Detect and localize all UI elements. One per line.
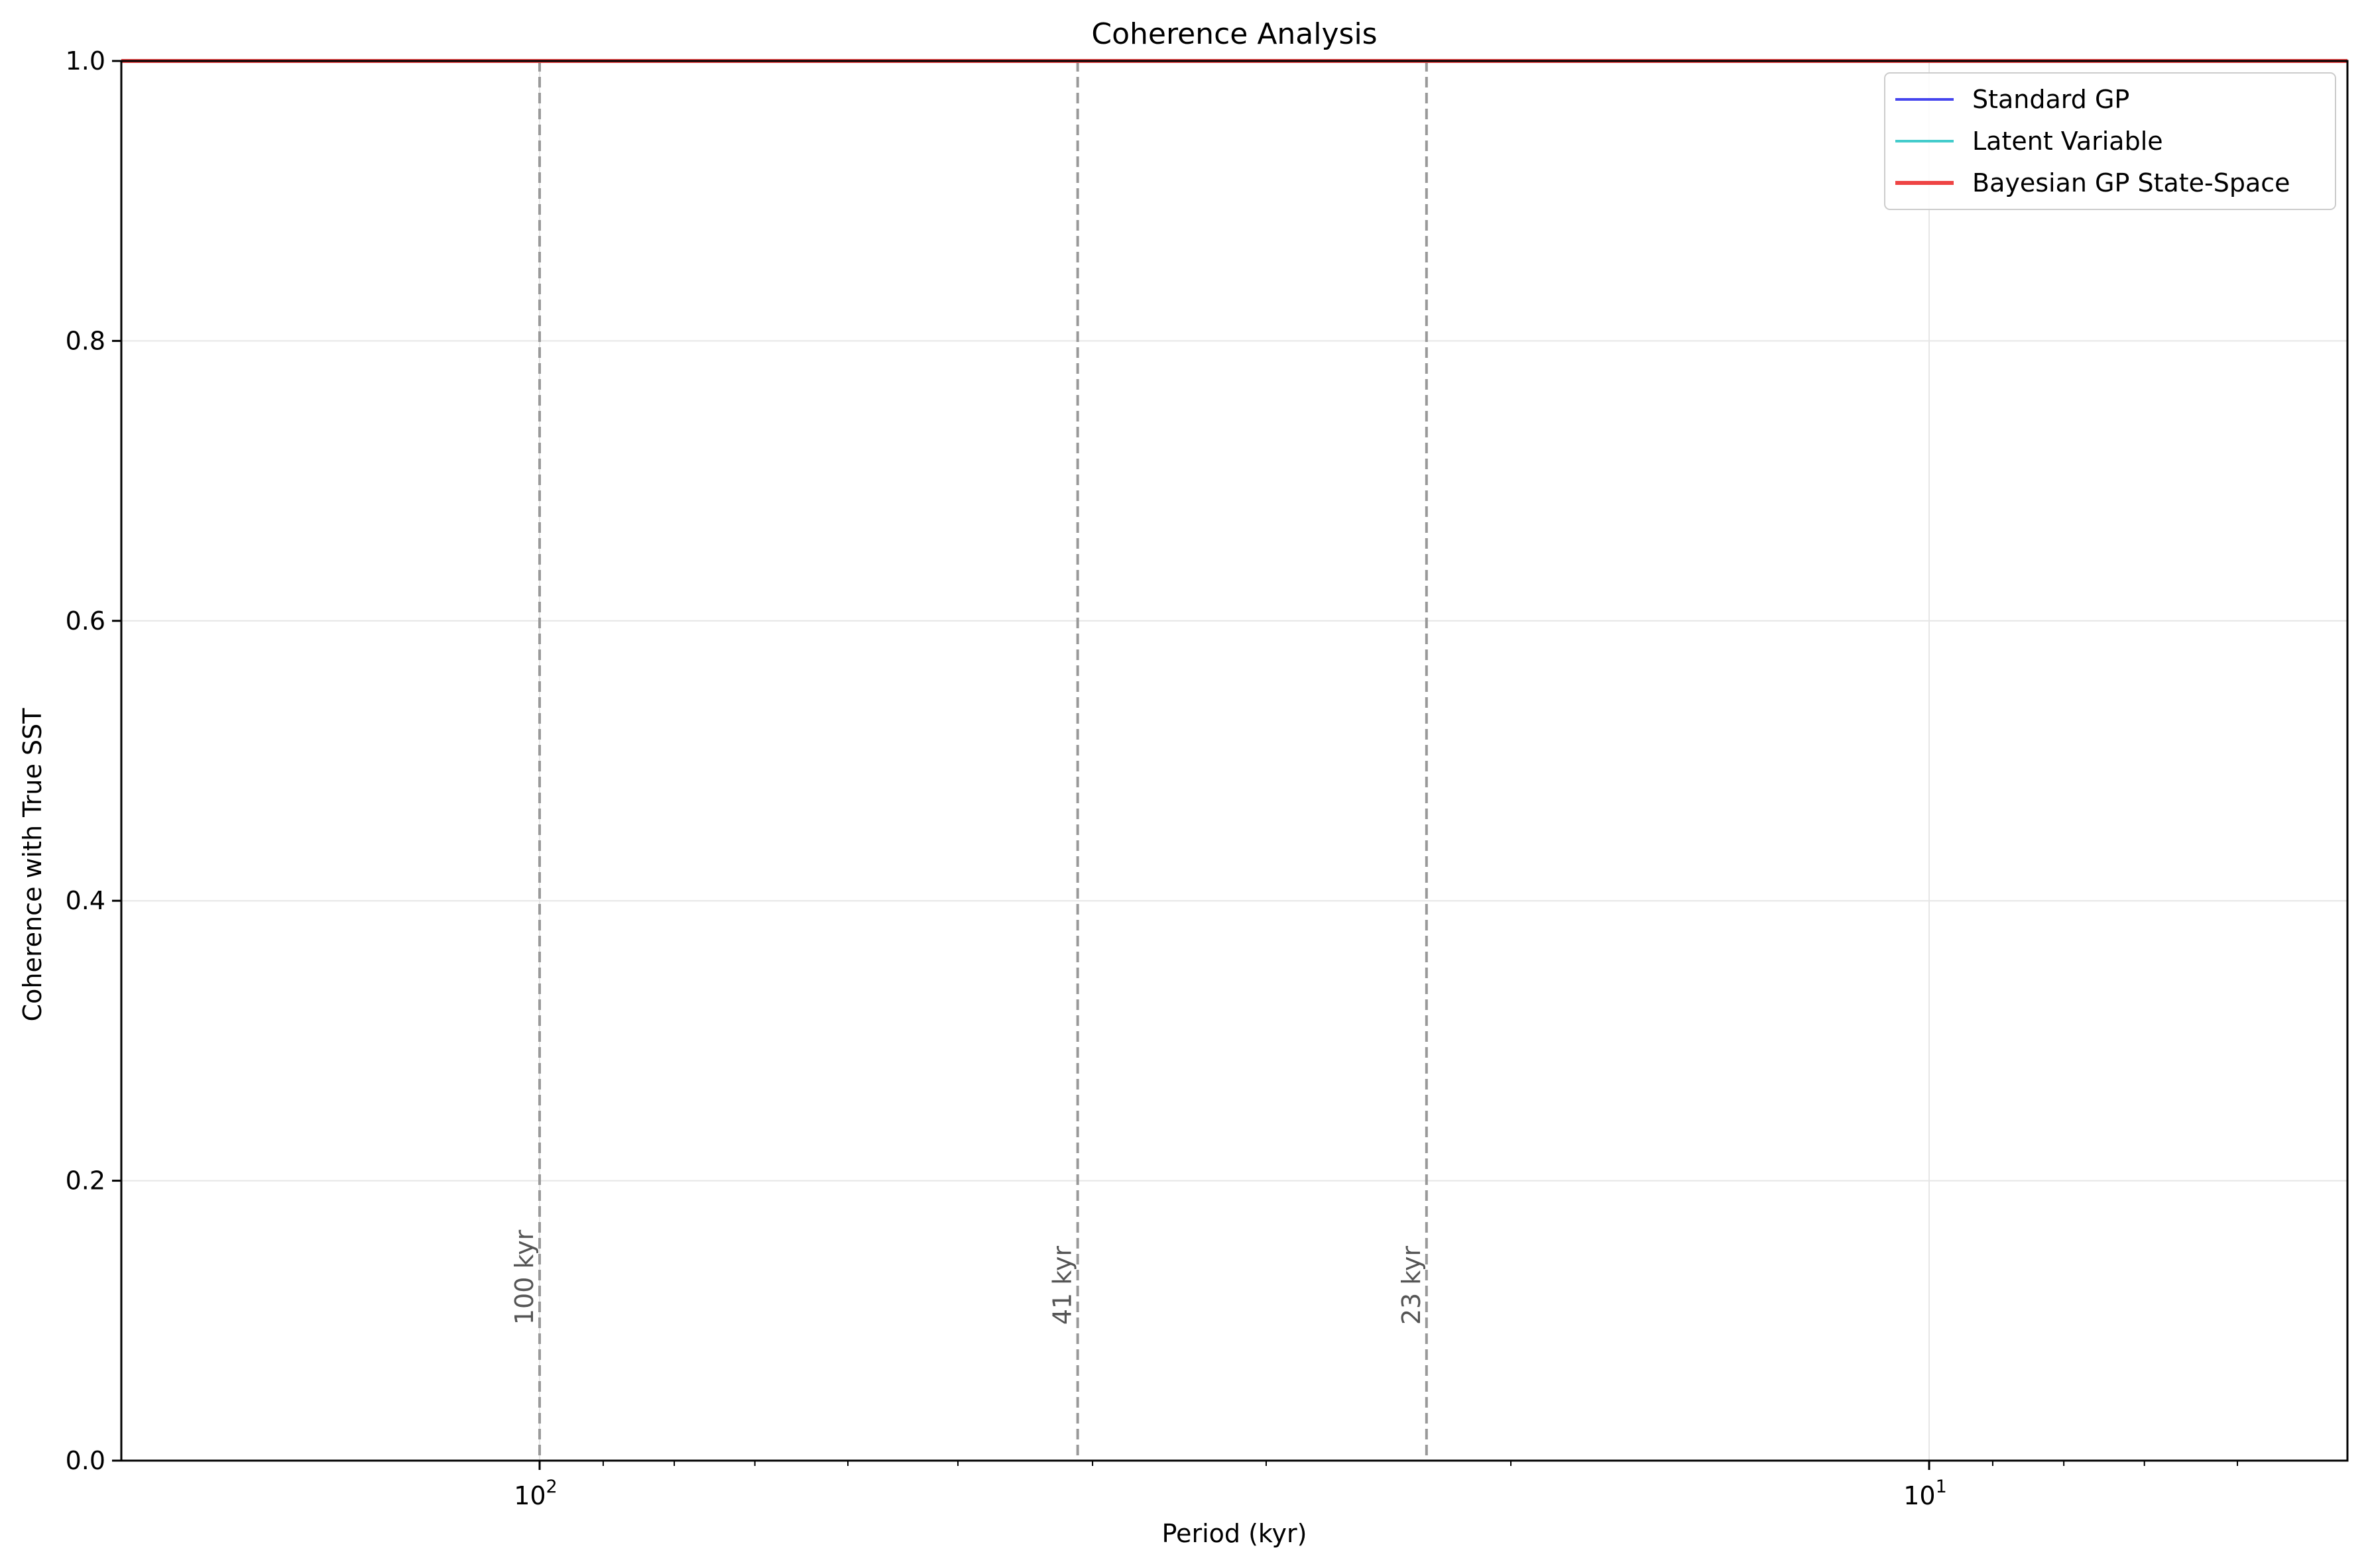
reference-line-label: 23 kyr — [1397, 1246, 1426, 1325]
legend-box — [1884, 72, 2336, 210]
y-tick-label: 0.4 — [66, 886, 105, 915]
plot-frame — [120, 60, 2349, 1462]
x-tick-label: 102 — [514, 1477, 558, 1510]
legend-entry: Latent Variable — [1972, 127, 2163, 156]
reference-line-label: 100 kyr — [510, 1229, 539, 1325]
legend-entry: Standard GP — [1972, 85, 2129, 114]
y-tick-label: 0.8 — [66, 326, 105, 355]
y-tick-label: 1.0 — [66, 46, 105, 76]
x-axis-label: Period (kyr) — [1162, 1519, 1307, 1548]
reference-line-label: 41 kyr — [1048, 1246, 1077, 1325]
y-tick-label: 0.0 — [66, 1446, 105, 1475]
x-tick-label: 101 — [1903, 1477, 1947, 1510]
legend-entry: Bayesian GP State-Space — [1972, 168, 2290, 197]
y-tick-label: 0.2 — [66, 1166, 105, 1196]
chart-title: Coherence Analysis — [1091, 17, 1377, 51]
y-axis-label: Coherence with True SST — [18, 708, 47, 1022]
legend: Standard GP Latent Variable Bayesian GP St… — [1884, 72, 2336, 210]
y-tick-label: 0.6 — [66, 606, 105, 636]
